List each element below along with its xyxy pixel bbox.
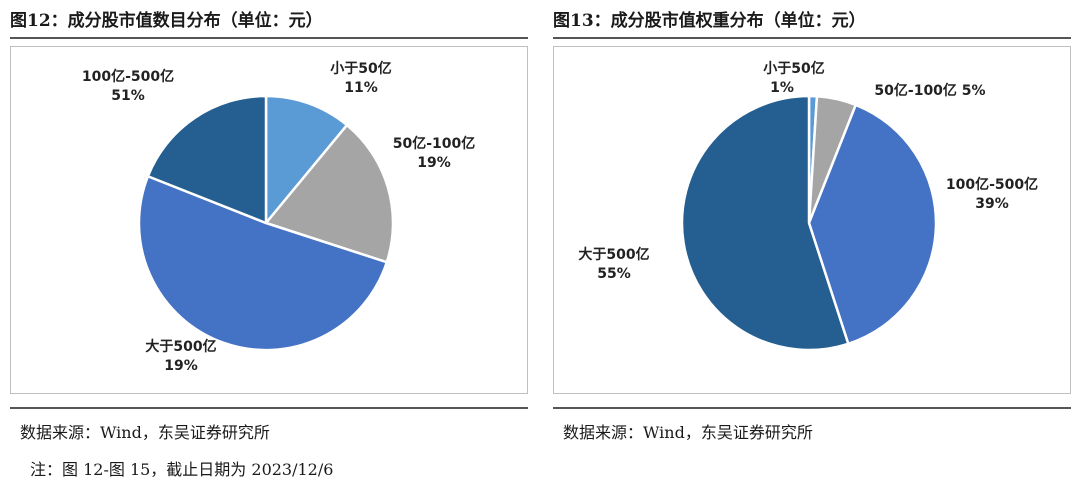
- figure-12-chart: 小于50亿 11% 50亿-100亿 19% 100亿-500亿 51% 大于500亿 19%: [10, 46, 528, 394]
- slice-label-3: 100亿-500亿 51%: [82, 68, 174, 104]
- pie-slice-4: [680, 94, 850, 352]
- pie-slice-4: [146, 94, 268, 225]
- slice-label-2: 50亿-100亿 19%: [393, 135, 476, 171]
- pie-chart-13: 小于50亿 1% 50亿-100亿 5% 100亿-500亿 39% 大于500亿 55%: [578, 60, 1038, 352]
- figure-12-bottom-rule: [10, 407, 528, 409]
- figure-13-chart: 小于50亿 1% 50亿-100亿 5% 100亿-500亿 39% 大于500亿 55%: [553, 46, 1071, 394]
- pie-slice-3: [137, 175, 389, 352]
- pie-slice-1: [264, 94, 349, 225]
- figure-13-top-rule: [553, 37, 1071, 39]
- figure-13-bottom-rule: [553, 407, 1071, 409]
- slice-label-4: 大于500亿 19%: [145, 338, 216, 374]
- figure-12-title: 图12：成分股市值数目分布（单位：元）: [10, 11, 323, 31]
- slice-label-4: 大于500亿 55%: [578, 246, 649, 282]
- footnote: 注：图 12-图 15，截止日期为 2023/12/6: [30, 460, 334, 479]
- pie-chart-12: 小于50亿 11% 50亿-100亿 19% 100亿-500亿 51% 大于500亿 19%: [82, 60, 476, 374]
- pie-slice-3: [807, 103, 938, 346]
- slice-label-3: 100亿-500亿 39%: [946, 176, 1038, 212]
- figure-13-source: 数据来源：Wind，东吴证券研究所: [563, 423, 813, 442]
- figure-12-top-rule: [10, 37, 528, 39]
- pie-slice-2: [264, 123, 395, 264]
- figure-12-source: 数据来源：Wind，东吴证券研究所: [20, 423, 270, 442]
- slice-label-2: 50亿-100亿 5%: [874, 82, 985, 99]
- slice-label-1: 小于50亿 11%: [330, 60, 391, 96]
- figure-13-title: 图13：成分股市值权重分布（单位：元）: [553, 11, 866, 31]
- slice-label-1: 小于50亿 1%: [763, 60, 824, 96]
